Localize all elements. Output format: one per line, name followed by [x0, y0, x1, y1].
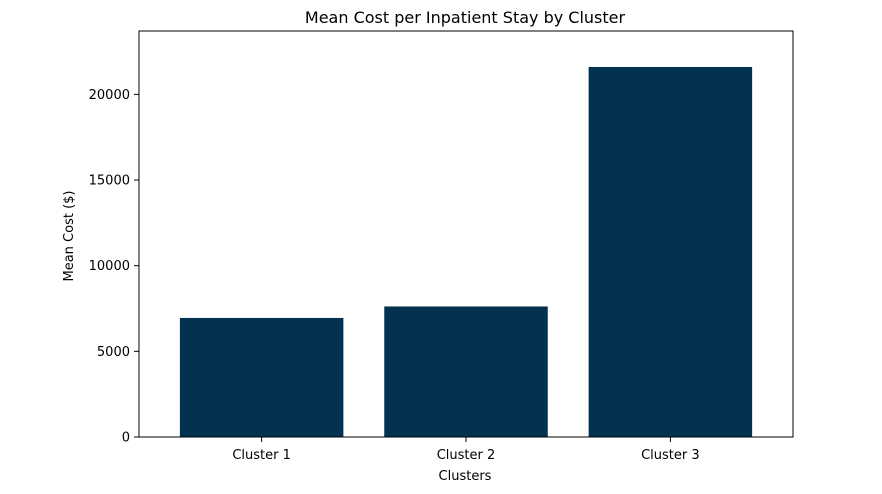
bar-cluster-2: [384, 306, 548, 437]
x-tick-label: Cluster 3: [641, 448, 700, 463]
y-tick-label: 0: [122, 431, 130, 446]
x-tick-label: Cluster 1: [232, 448, 291, 463]
bar-cluster-3: [588, 66, 753, 437]
y-axis-label: Mean Cost ($): [62, 191, 77, 282]
chart-title: Mean Cost per Inpatient Stay by Cluster: [305, 8, 626, 27]
bar-cluster-1: [179, 317, 344, 437]
y-tick-label: 20000: [89, 88, 130, 103]
x-tick-label: Cluster 2: [437, 448, 496, 463]
axes-layer: 0 5000 10000 15000 20000 Cluster 1 Cluster 2 Cl…: [89, 30, 794, 463]
bars-layer: [179, 66, 753, 437]
y-tick-label: 15000: [89, 174, 130, 189]
y-tick-label: 5000: [97, 345, 130, 360]
x-axis-label: Clusters: [439, 469, 492, 484]
y-tick-label: 10000: [89, 259, 130, 274]
